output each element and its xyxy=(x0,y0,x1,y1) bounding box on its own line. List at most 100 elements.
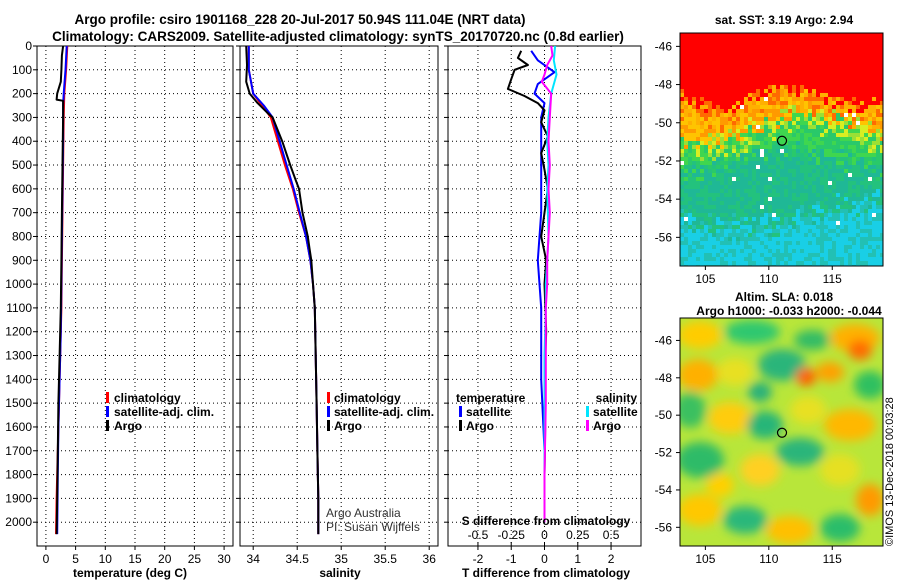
sst-cell xyxy=(836,97,840,101)
sst-cell xyxy=(780,33,784,37)
sst-cell xyxy=(812,149,816,153)
sla-blob xyxy=(706,473,734,497)
sst-ticks: 105 110 115-46-48-50-52-54-56 xyxy=(655,39,842,286)
sst-cell xyxy=(740,65,744,69)
sst-cell xyxy=(684,109,688,113)
sst-cell xyxy=(692,181,696,185)
sst-cell xyxy=(824,209,828,213)
sst-cell xyxy=(848,65,852,69)
sst-cell xyxy=(716,73,720,77)
sst-cell xyxy=(848,173,852,177)
sst-cell xyxy=(720,201,724,205)
sst-cell xyxy=(788,97,792,101)
sst-cell xyxy=(868,249,872,253)
sst-cell xyxy=(740,209,744,213)
sst-cell xyxy=(876,117,880,121)
sst-cell xyxy=(864,257,868,261)
sst-cell xyxy=(808,213,812,217)
sst-cell xyxy=(756,93,760,97)
sst-cell xyxy=(816,233,820,237)
legend-swatch-t-satellite xyxy=(459,406,462,417)
sst-cell xyxy=(736,221,740,225)
sst-cell xyxy=(836,101,840,105)
sst-cell xyxy=(704,89,708,93)
sst-cell xyxy=(824,257,828,261)
temperature-series xyxy=(55,45,69,535)
sst-cell xyxy=(712,141,716,145)
sst-cell xyxy=(844,257,848,261)
sst-cell xyxy=(704,157,708,161)
sst-cell xyxy=(840,57,844,61)
sst-cell xyxy=(820,193,824,197)
sst-cell xyxy=(700,33,704,37)
sst-cell xyxy=(816,185,820,189)
sst-cell xyxy=(844,253,848,257)
sst-cell xyxy=(800,157,804,161)
sst-cell xyxy=(744,89,748,93)
sst-cell xyxy=(844,209,848,213)
sst-cell xyxy=(692,53,696,57)
sst-cell xyxy=(768,61,772,65)
sst-cell xyxy=(700,165,704,169)
sst-cell xyxy=(876,133,880,137)
sst-cell xyxy=(768,149,772,153)
sst-cell xyxy=(684,89,688,93)
sst-cell xyxy=(848,69,852,73)
sst-cell xyxy=(836,193,840,197)
sst-cell xyxy=(828,149,832,153)
sst-cell xyxy=(820,77,824,81)
sst-cell xyxy=(732,253,736,257)
sst-cell xyxy=(764,209,768,213)
sst-cell xyxy=(680,245,684,249)
sla-blob xyxy=(776,438,824,466)
sst-cell xyxy=(760,121,764,125)
sst-cell xyxy=(740,97,744,101)
sst-cell xyxy=(764,73,768,77)
sst-cell xyxy=(812,33,816,37)
sst-cell xyxy=(820,125,824,129)
sst-cell xyxy=(872,105,876,109)
sst-cell xyxy=(736,197,740,201)
sst-cell xyxy=(708,249,712,253)
sst-cell xyxy=(732,101,736,105)
sst-cell xyxy=(716,257,720,261)
sst-cell xyxy=(724,49,728,53)
sst-cell xyxy=(808,61,812,65)
sst-cell xyxy=(788,45,792,49)
sst-cell xyxy=(724,221,728,225)
sst-cell xyxy=(776,197,780,201)
sst-cell xyxy=(800,65,804,69)
sst-cell xyxy=(740,137,744,141)
sst-cell xyxy=(880,237,883,241)
sst-cell xyxy=(756,233,760,237)
sst-cell xyxy=(760,137,764,141)
sst-cell xyxy=(732,33,736,37)
sst-cell xyxy=(836,261,840,265)
sst-cell xyxy=(804,193,808,197)
sst-cell xyxy=(864,65,868,69)
sst-cell xyxy=(820,121,824,125)
sst-cell xyxy=(692,77,696,81)
sst-cell xyxy=(784,197,788,201)
sst-cell xyxy=(696,141,700,145)
sst-cell xyxy=(728,237,732,241)
sst-cell xyxy=(816,225,820,229)
sst-cell xyxy=(800,253,804,257)
sst-cell xyxy=(692,253,696,257)
sst-cell xyxy=(804,253,808,257)
sst-cell xyxy=(860,245,864,249)
sst-cell xyxy=(840,165,844,169)
sst-cell xyxy=(768,161,772,165)
sst-cell xyxy=(832,233,836,237)
sst-cell xyxy=(828,77,832,81)
sst-cell xyxy=(836,105,840,109)
sst-cell xyxy=(804,141,808,145)
sst-cell xyxy=(732,209,736,213)
sst-cell xyxy=(876,93,880,97)
sst-cell xyxy=(772,61,776,65)
sst-cell xyxy=(772,109,776,113)
sst-cell xyxy=(756,53,760,57)
sst-cell xyxy=(736,33,740,37)
sst-cell xyxy=(704,209,708,213)
sst-cell xyxy=(880,261,883,265)
